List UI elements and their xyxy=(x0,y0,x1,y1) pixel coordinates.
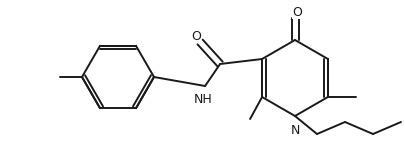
Text: O: O xyxy=(191,30,201,42)
Text: O: O xyxy=(292,6,302,18)
Text: N: N xyxy=(290,124,300,137)
Text: NH: NH xyxy=(194,93,213,106)
